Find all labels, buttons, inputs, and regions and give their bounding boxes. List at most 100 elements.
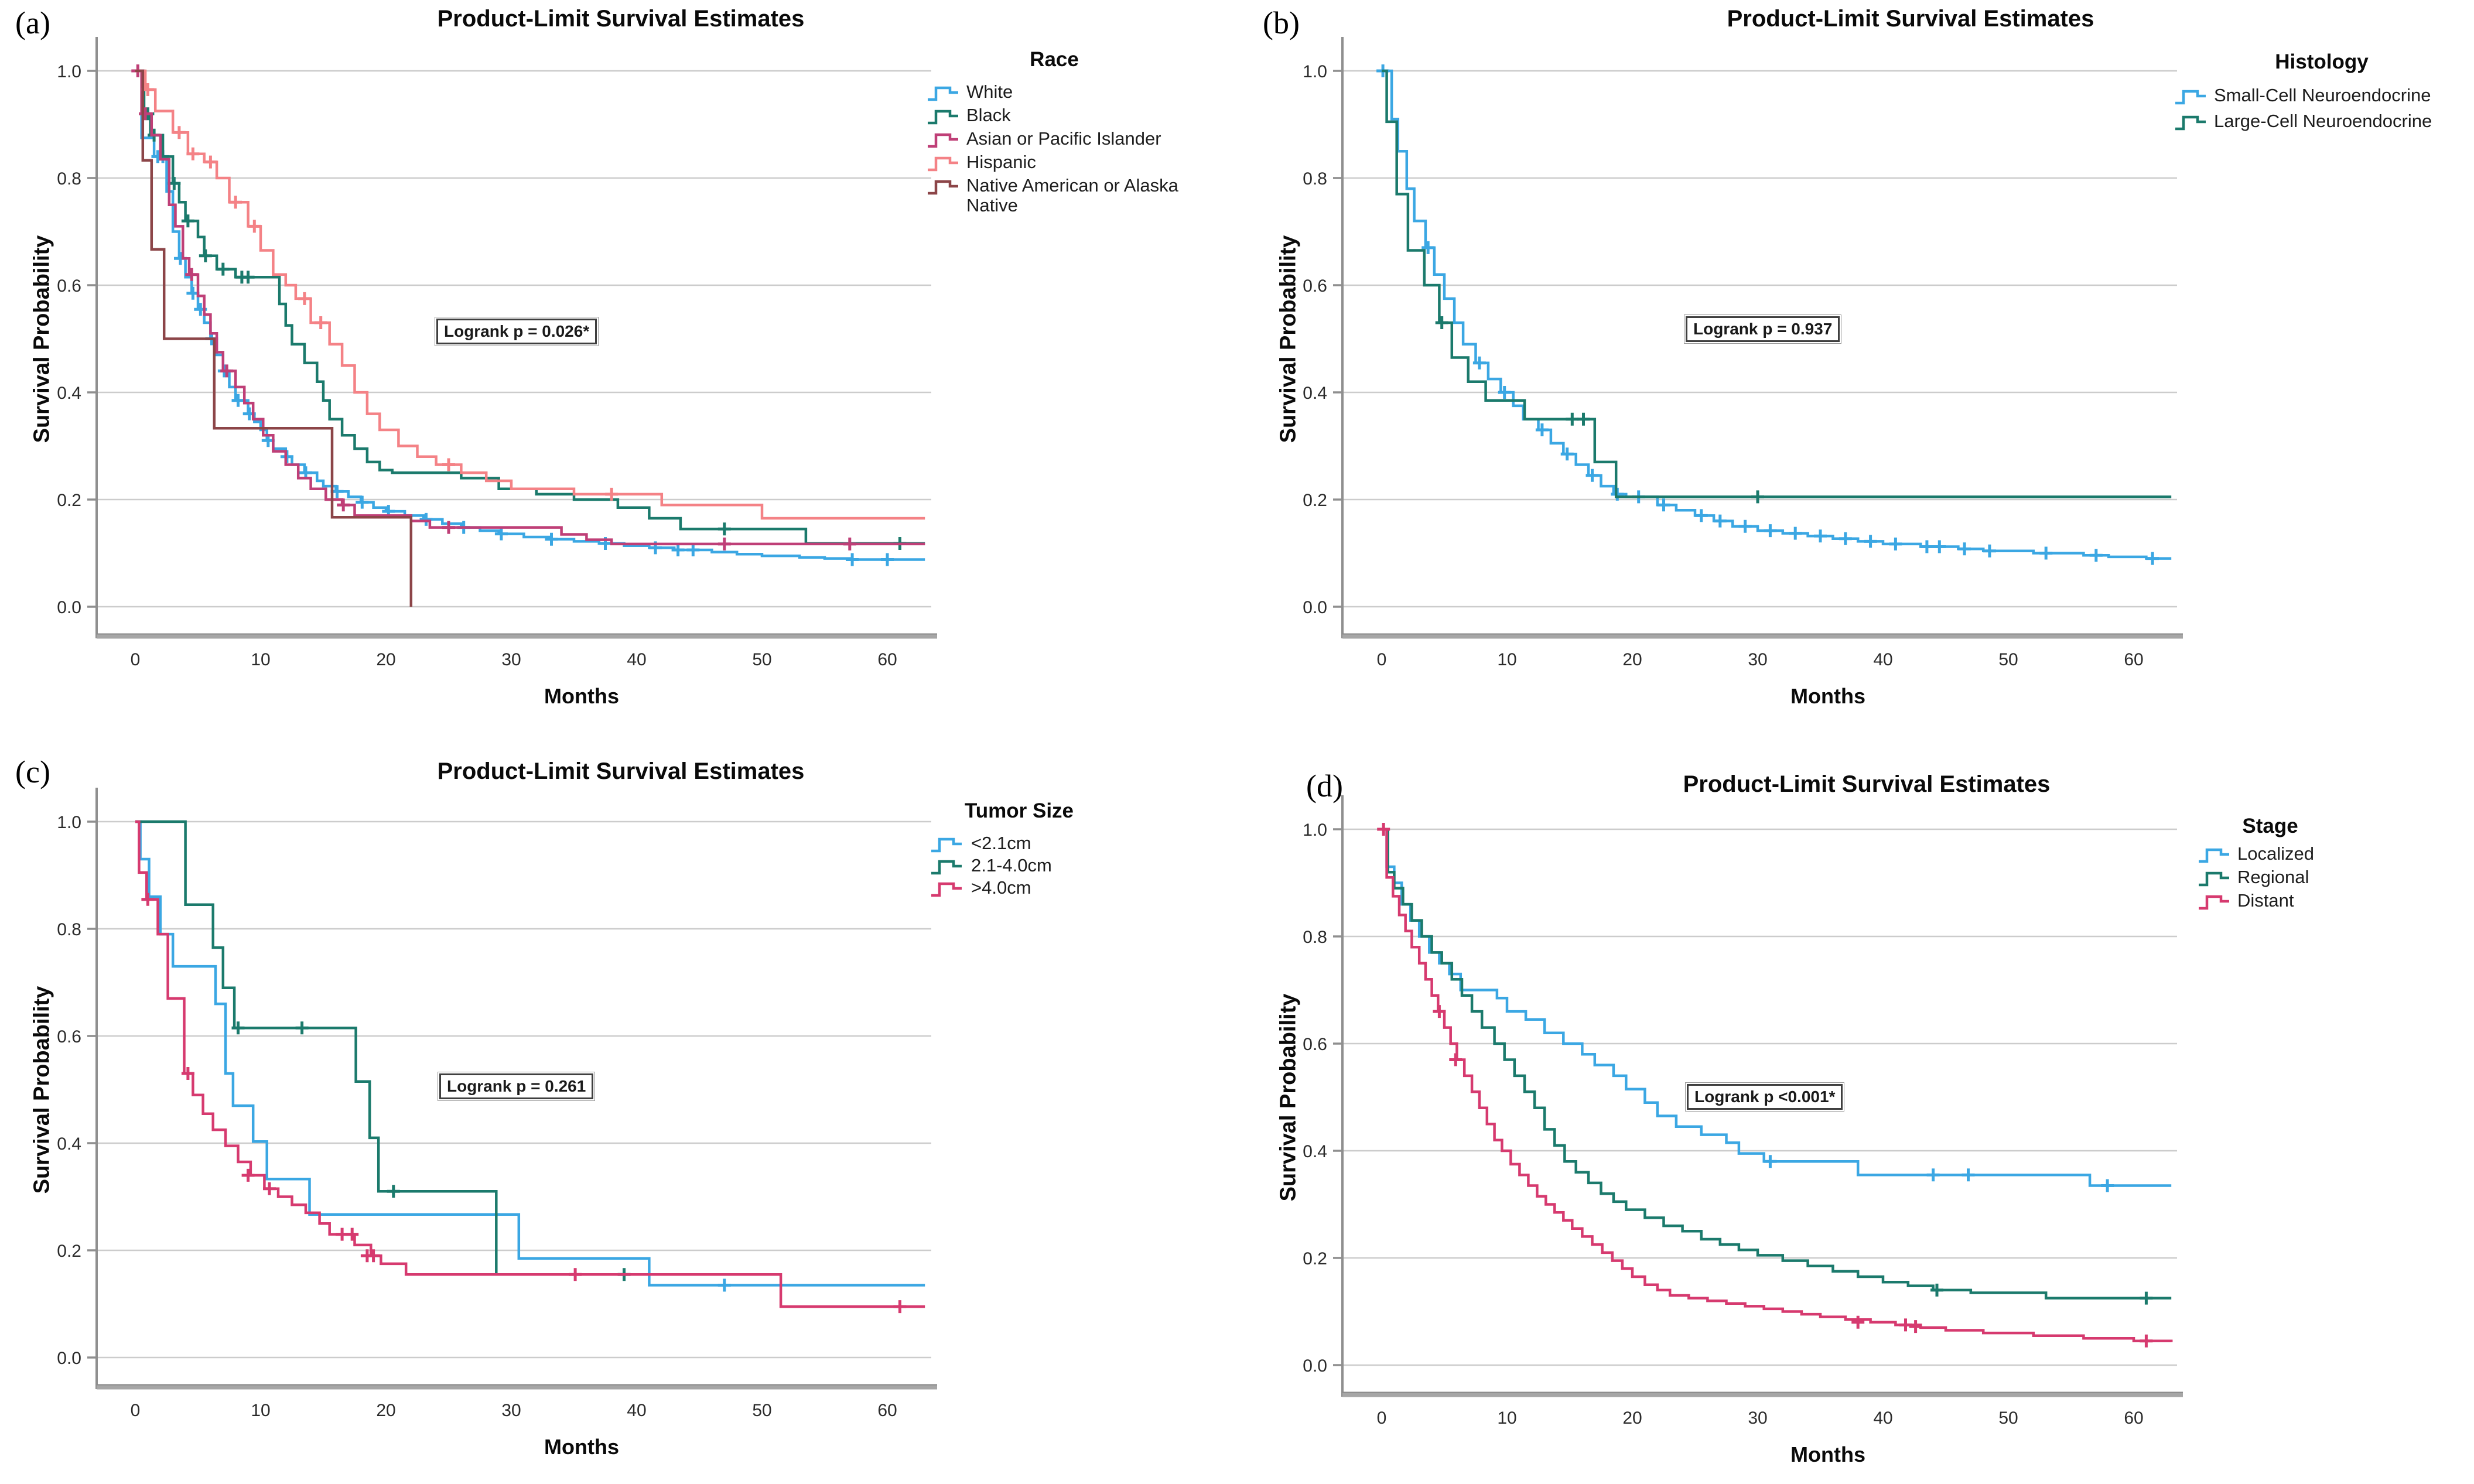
- panel-b: 1.0 0.8 0.6 0.4 0.2 0.0 0 10 20 30 40 50 60 (b) Prod…: [1237, 0, 2474, 742]
- plot-area-c: 1.0 0.8 0.6 0.4 0.2 0.0 0 10 20 30 40 50 60: [57, 788, 937, 1420]
- svg-text:0.4: 0.4: [57, 384, 81, 403]
- logrank-label-d: Logrank p <0.001*: [1684, 1082, 1845, 1112]
- series-black: [135, 69, 925, 550]
- logrank-label-b: Logrank p = 0.937: [1683, 314, 1842, 344]
- svg-text:30: 30: [501, 650, 521, 669]
- plot-area-d: 1.0 0.8 0.6 0.4 0.2 0.0 0 10 20 30 40 50 60: [1303, 795, 2183, 1428]
- svg-text:50: 50: [1998, 1408, 2018, 1428]
- svg-text:0: 0: [131, 650, 141, 669]
- svg-text:0: 0: [1377, 650, 1387, 669]
- x-axis-label-c: Months: [544, 1435, 619, 1459]
- gridlines: [1342, 70, 2177, 608]
- svg-text:0.2: 0.2: [57, 491, 81, 510]
- svg-text:0.8: 0.8: [1303, 169, 1327, 189]
- series-small-cell-neuroendocrine: [1376, 64, 2172, 565]
- svg-text:50: 50: [1998, 650, 2018, 669]
- chart-title-d: Product-Limit Survival Estimates: [1683, 771, 2051, 797]
- chart-title-c: Product-Limit Survival Estimates: [437, 758, 805, 784]
- series-regional: [1382, 828, 2172, 1305]
- svg-text:1.0: 1.0: [1303, 820, 1327, 840]
- tick-labels: 1.0 0.8 0.6 0.4 0.2 0.0 0 10 20 30 40 50 60: [57, 62, 897, 669]
- x-axis-label-a: Months: [544, 684, 619, 708]
- y-axis-label-b: Survival Probability: [1276, 235, 1301, 443]
- svg-text:0.8: 0.8: [57, 169, 81, 189]
- tick-labels: 1.0 0.8 0.6 0.4 0.2 0.0 0 10 20 30 40 50 60: [1303, 820, 2143, 1428]
- svg-text:50: 50: [752, 1401, 771, 1420]
- svg-text:10: 10: [251, 650, 270, 669]
- svg-text:20: 20: [1622, 1408, 1642, 1428]
- x-axis-label-b: Months: [1790, 684, 1865, 708]
- y-axis-label-c: Survival Probability: [29, 986, 54, 1194]
- svg-text:20: 20: [1622, 650, 1642, 669]
- svg-text:0: 0: [131, 1401, 141, 1420]
- axes: [1333, 795, 2183, 1397]
- plot-area-a: 1.0 0.8 0.6 0.4 0.2 0.0 0 10 20 30 40 50 60: [57, 37, 937, 669]
- panel-d: 1.0 0.8 0.6 0.4 0.2 0.0 0 10 20 30 40 50 60 (d) Prod…: [1237, 742, 2474, 1484]
- svg-text:0.6: 0.6: [1303, 276, 1327, 296]
- svg-text:0.0: 0.0: [1303, 598, 1327, 617]
- svg-text:0.2: 0.2: [57, 1242, 81, 1261]
- svg-text:1.0: 1.0: [57, 813, 81, 832]
- svg-text:0.2: 0.2: [1303, 491, 1327, 510]
- panel-letter-a: (a): [15, 5, 50, 40]
- chart-title-a: Product-Limit Survival Estimates: [437, 6, 805, 32]
- svg-text:10: 10: [1497, 1408, 1516, 1428]
- panel-letter-c: (c): [15, 754, 50, 789]
- svg-text:10: 10: [1497, 650, 1516, 669]
- svg-text:30: 30: [1748, 650, 1767, 669]
- svg-text:1.0: 1.0: [57, 62, 81, 81]
- svg-text:0.6: 0.6: [57, 1027, 81, 1047]
- tick-labels: 1.0 0.8 0.6 0.4 0.2 0.0 0 10 20 30 40 50 60: [1303, 62, 2143, 669]
- plot-area-b: 1.0 0.8 0.6 0.4 0.2 0.0 0 10 20 30 40 50 60: [1303, 37, 2183, 669]
- axes: [1333, 37, 2183, 639]
- svg-text:0.4: 0.4: [57, 1134, 81, 1154]
- tick-labels: 1.0 0.8 0.6 0.4 0.2 0.0 0 10 20 30 40 50 60: [57, 813, 897, 1420]
- series-large-cell-neuroendocrine: [1382, 69, 2172, 504]
- svg-text:0.0: 0.0: [57, 598, 81, 617]
- gridlines: [97, 820, 931, 1359]
- series--2-1cm: [135, 820, 925, 1292]
- svg-text:50: 50: [752, 650, 771, 669]
- gridlines: [1342, 828, 2177, 1366]
- y-axis-label-a: Survival Probability: [29, 235, 54, 443]
- series--4-0cm: [135, 820, 925, 1314]
- svg-text:0.8: 0.8: [1303, 928, 1327, 947]
- series-2-1-4-0cm: [135, 820, 650, 1281]
- axes: [87, 37, 937, 639]
- x-axis-label-d: Months: [1790, 1442, 1865, 1466]
- series-distant: [1377, 823, 2173, 1348]
- svg-text:20: 20: [376, 650, 395, 669]
- svg-text:40: 40: [627, 650, 646, 669]
- svg-text:60: 60: [2124, 1408, 2143, 1428]
- svg-text:0.0: 0.0: [57, 1349, 81, 1368]
- series-localized: [1382, 828, 2172, 1192]
- logrank-label-c: Logrank p = 0.261: [437, 1072, 596, 1101]
- svg-text:1.0: 1.0: [1303, 62, 1327, 81]
- svg-text:40: 40: [1873, 650, 1892, 669]
- logrank-label-a: Logrank p = 0.026*: [434, 317, 599, 346]
- svg-text:20: 20: [376, 1401, 395, 1420]
- svg-text:60: 60: [2124, 650, 2143, 669]
- svg-text:40: 40: [1873, 1408, 1892, 1428]
- panel-c: 1.0 0.8 0.6 0.4 0.2 0.0 0 10 20 30 40 50 60 (c) Prod…: [0, 742, 1237, 1484]
- series-native-american-or-alaska-native: [135, 69, 413, 607]
- panel-letter-b: (b): [1263, 5, 1300, 40]
- svg-text:0.2: 0.2: [1303, 1249, 1327, 1268]
- series-asian-or-pacific-islander: [131, 64, 925, 550]
- svg-text:30: 30: [501, 1401, 521, 1420]
- panel-a: 1.0 0.8 0.6 0.4 0.2 0.0 0 10 20 30 40 50 60 (a) Prod…: [0, 0, 1237, 742]
- svg-text:40: 40: [627, 1401, 646, 1420]
- svg-text:30: 30: [1748, 1408, 1767, 1428]
- series-hispanic: [135, 69, 925, 520]
- svg-text:0.4: 0.4: [1303, 384, 1327, 403]
- chart-title-b: Product-Limit Survival Estimates: [1727, 6, 2094, 32]
- panel-letter-d: (d): [1306, 768, 1343, 803]
- y-axis-label-d: Survival Probability: [1276, 993, 1301, 1201]
- svg-text:0.6: 0.6: [1303, 1035, 1327, 1054]
- svg-text:10: 10: [251, 1401, 270, 1420]
- svg-text:0.4: 0.4: [1303, 1142, 1327, 1161]
- svg-text:60: 60: [877, 650, 897, 669]
- svg-text:0: 0: [1377, 1408, 1387, 1428]
- svg-text:0.6: 0.6: [57, 276, 81, 296]
